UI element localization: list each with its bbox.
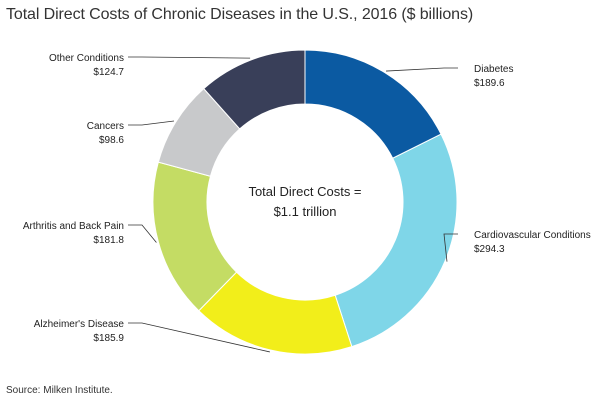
labels-layer: Diabetes $189.6 Cardiovascular Conditions $… — [23, 53, 591, 344]
slice-other-conditions — [203, 49, 306, 130]
slice-cardiovascular-conditions — [334, 133, 458, 348]
label-value-alzheimer-s-disease: $185.9 — [93, 333, 124, 344]
label-value-cancers: $98.6 — [99, 135, 124, 146]
center-label-line1: Total Direct Costs = — [248, 184, 361, 199]
label-name-cancers: Cancers — [87, 121, 124, 132]
label-name-diabetes: Diabetes — [474, 64, 513, 75]
leader-line-arthritis-and-back-pain — [128, 224, 157, 243]
label-value-diabetes: $189.6 — [474, 78, 505, 89]
label-name-other-conditions: Other Conditions — [49, 53, 124, 64]
leader-line-cardiovascular-conditions — [443, 233, 458, 262]
source-note: Source: Milken Institute. — [6, 385, 113, 396]
slices-layer — [152, 49, 458, 355]
label-name-cardiovascular-conditions: Cardiovascular Conditions — [474, 230, 591, 241]
leader-line-cancers — [128, 120, 175, 126]
leader-line-diabetes — [386, 67, 458, 72]
leader-lines-layer — [128, 56, 458, 353]
leader-line-other-conditions — [128, 56, 251, 59]
donut-chart: Diabetes $189.6 Cardiovascular Conditions $… — [23, 49, 591, 355]
label-value-cardiovascular-conditions: $294.3 — [474, 244, 505, 255]
leader-line-alzheimer-s-disease — [128, 322, 270, 353]
chart-title: Total Direct Costs of Chronic Diseases i… — [6, 6, 474, 23]
center-label-line2: $1.1 trillion — [274, 204, 337, 219]
label-name-arthritis-and-back-pain: Arthritis and Back Pain — [23, 221, 124, 232]
label-value-other-conditions: $124.7 — [93, 67, 124, 78]
label-name-alzheimer-s-disease: Alzheimer's Disease — [34, 319, 125, 330]
label-value-arthritis-and-back-pain: $181.8 — [93, 235, 124, 246]
slice-diabetes — [304, 49, 442, 159]
